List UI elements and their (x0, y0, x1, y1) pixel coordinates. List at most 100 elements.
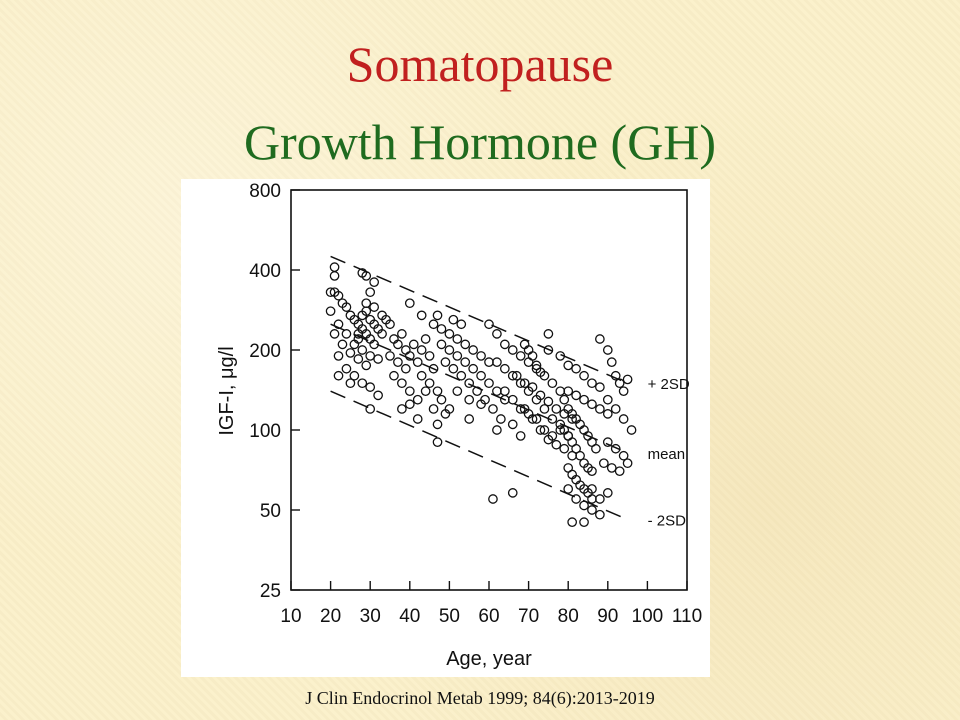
x-tick-label: 50 (439, 606, 460, 627)
data-point (484, 319, 494, 330)
data-point (408, 339, 419, 350)
y-tick-label: 25 (260, 581, 281, 602)
data-point (511, 370, 522, 381)
data-point (385, 319, 395, 330)
data-point (492, 386, 502, 397)
data-point (563, 431, 574, 441)
data-point (563, 484, 574, 494)
y-tick-label: 800 (249, 181, 281, 202)
data-point (535, 390, 546, 401)
data-point (436, 339, 447, 350)
data-point (587, 378, 597, 389)
data-point (531, 414, 542, 424)
data-point (452, 334, 463, 344)
data-point (551, 404, 562, 414)
y-tick-label: 400 (249, 261, 281, 282)
igf-scatter-chart: 25 50 100 200 400 800 10 20 30 40 50 60 70 80 90 100 110… (216, 181, 702, 670)
data-point (499, 339, 510, 350)
data-point (587, 505, 597, 515)
data-point (357, 345, 368, 355)
data-point (345, 348, 356, 358)
data-point (357, 378, 368, 389)
x-tick-label: 110 (672, 606, 702, 627)
data-point (595, 494, 605, 504)
x-tick-label: 60 (478, 606, 499, 627)
data-point (543, 396, 554, 407)
x-tick-label: 30 (360, 606, 381, 627)
data-point (626, 425, 637, 435)
data-point (579, 370, 589, 381)
data-point (618, 414, 629, 424)
data-point (476, 399, 486, 410)
data-point (614, 466, 625, 477)
data-point (361, 271, 372, 281)
data-point (393, 357, 403, 368)
data-point (602, 345, 613, 355)
data-point (606, 357, 617, 368)
data-point (365, 351, 376, 361)
data-point (527, 351, 538, 361)
data-point (420, 334, 431, 344)
data-point (571, 390, 581, 401)
data-point (492, 357, 502, 368)
data-point (428, 404, 439, 414)
data-point (400, 345, 411, 355)
x-axis-label: Age, year (446, 648, 532, 670)
data-point (515, 431, 526, 441)
data-point (397, 329, 407, 339)
data-point (618, 450, 629, 461)
data-point (507, 345, 518, 355)
data-point (618, 386, 629, 397)
data-point (539, 425, 550, 435)
data-point (452, 351, 463, 361)
data-point (559, 443, 570, 454)
x-tick-label: 40 (399, 606, 420, 627)
data-point (472, 386, 482, 397)
data-point (393, 339, 403, 350)
data-point (412, 394, 423, 405)
data-point (416, 310, 427, 321)
chart-panel: 25 50 100 200 400 800 10 20 30 40 50 60 70 80 90 100 110… (181, 179, 710, 677)
data-point (464, 378, 475, 389)
data-point (369, 277, 380, 288)
data-point (547, 414, 558, 424)
data-point (456, 319, 467, 330)
reference-line-label: mean (648, 446, 686, 463)
citation: J Clin Endocrinol Metab 1999; 84(6):2013… (305, 688, 655, 708)
data-point (622, 374, 633, 385)
slide-subtitle: Growth Hormone (GH) (243, 114, 717, 170)
data-point (397, 378, 407, 389)
x-tick-label: 80 (558, 606, 579, 627)
data-point (412, 414, 423, 424)
data-point (579, 517, 589, 528)
data-point (614, 378, 625, 389)
data-point (539, 404, 550, 414)
data-point (579, 394, 589, 405)
data-point (325, 287, 336, 298)
data-point (543, 434, 554, 445)
reference-line-label: - 2SD (648, 513, 687, 530)
data-point (610, 370, 621, 381)
data-point (432, 310, 443, 321)
data-point (476, 370, 486, 381)
data-point (365, 287, 376, 298)
data-point (341, 363, 352, 374)
data-point (535, 367, 546, 378)
data-point (440, 357, 451, 368)
data-point (602, 394, 613, 405)
data-point (468, 345, 479, 355)
data-point (424, 378, 435, 389)
y-tick-label: 100 (249, 421, 281, 442)
data-point (551, 439, 562, 450)
data-point (515, 378, 526, 389)
data-point (587, 399, 597, 410)
data-point (361, 360, 372, 371)
data-point (444, 329, 455, 339)
x-tick-label: 20 (320, 606, 341, 627)
data-point (563, 360, 574, 371)
data-point (333, 319, 344, 330)
data-point (416, 370, 427, 381)
data-point (365, 382, 376, 392)
data-point (507, 419, 518, 430)
data-point (353, 354, 364, 364)
